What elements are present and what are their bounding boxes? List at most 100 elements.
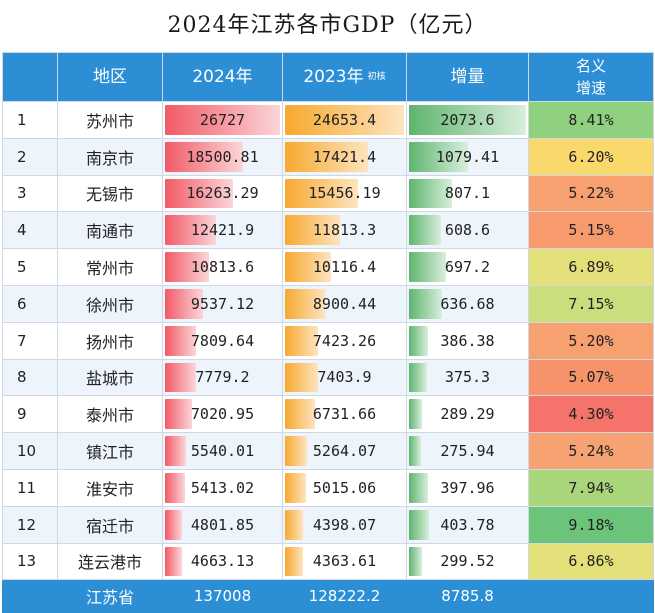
page-title: 2024年江苏各市GDP（亿元） xyxy=(167,13,488,38)
increase-cell-bar xyxy=(409,178,453,209)
gdp-2024-cell: 7779.2 xyxy=(162,358,283,397)
rank-cell: 11 xyxy=(2,468,58,507)
gdp-2024-cell-bar xyxy=(165,436,186,466)
table-row: 3 无锡市 16263.29 15456.19 807.1 5.22% xyxy=(2,174,654,213)
gdp-2024-cell: 18500.81 xyxy=(162,137,283,176)
increase-cell-bar xyxy=(409,215,441,246)
increase-cell-bar xyxy=(409,325,428,356)
rank-cell: 3 xyxy=(2,174,58,213)
gdp-2024-cell-value: 5413.02 xyxy=(190,478,255,497)
gdp-2023-cell-value: 5264.07 xyxy=(312,442,377,461)
growth-cell: 5.24% xyxy=(528,432,654,470)
rank-cell: 4 xyxy=(2,211,58,250)
gdp-2023-cell-bar xyxy=(285,362,318,393)
gdp-2024-cell-bar xyxy=(165,546,182,577)
increase-cell-bar xyxy=(409,252,446,282)
region-cell: 无锡市 xyxy=(57,174,163,213)
table-row: 13 连云港市 4663.13 4363.61 299.52 6.86% xyxy=(2,542,654,581)
gdp-2024-cell: 12421.9 xyxy=(162,211,283,250)
header-rank xyxy=(2,52,58,102)
gdp-2023-cell-bar xyxy=(285,215,340,246)
total-increase: 8785.8 xyxy=(406,579,529,613)
gdp-2023-cell-bar xyxy=(285,546,303,577)
increase-cell: 386.38 xyxy=(406,321,529,360)
header-2024: 2024年 xyxy=(162,52,283,102)
gdp-2024-cell: 7809.64 xyxy=(162,321,283,360)
total-growth xyxy=(528,579,654,613)
increase-cell-value: 1079.41 xyxy=(435,147,500,166)
increase-cell-value: 375.3 xyxy=(444,368,491,387)
increase-cell-value: 2073.6 xyxy=(440,110,495,129)
gdp-2023-cell-bar xyxy=(285,252,332,282)
rank-cell: 6 xyxy=(2,284,58,323)
table-body: 1 苏州市 26727 24653.4 2073.6 8.41% 2 南京市 18500.81 1… xyxy=(2,101,654,581)
rank-cell: 5 xyxy=(2,248,58,286)
gdp-2023-cell: 17421.4 xyxy=(282,137,407,176)
growth-cell: 4.30% xyxy=(528,395,654,434)
growth-cell: 7.94% xyxy=(528,468,654,507)
increase-cell: 697.2 xyxy=(406,248,529,286)
gdp-2023-cell-value: 5015.06 xyxy=(312,478,377,497)
rank-cell: 13 xyxy=(2,542,58,581)
increase-cell: 807.1 xyxy=(406,174,529,213)
gdp-2024-cell-bar xyxy=(165,105,280,135)
gdp-2023-cell: 6731.66 xyxy=(282,395,407,434)
region-cell: 南通市 xyxy=(57,211,163,250)
gdp-2023-cell-bar xyxy=(285,105,404,135)
gdp-2023-cell: 7403.9 xyxy=(282,358,407,397)
gdp-2024-cell-value: 26727 xyxy=(199,110,246,129)
gdp-2023-cell: 4363.61 xyxy=(282,542,407,581)
gdp-2023-cell-value: 6731.66 xyxy=(312,405,377,424)
gdp-2024-cell-value: 7020.95 xyxy=(190,405,255,424)
gdp-2023-cell-bar xyxy=(285,436,308,466)
header-growth-line1: 名义 xyxy=(575,57,606,75)
increase-cell-bar xyxy=(409,399,422,430)
increase-cell: 608.6 xyxy=(406,211,529,250)
gdp-2023-cell-bar xyxy=(285,325,319,356)
increase-cell: 275.94 xyxy=(406,432,529,470)
table-row: 6 徐州市 9537.12 8900.44 636.68 7.15% xyxy=(2,284,654,323)
gdp-2024-cell: 7020.95 xyxy=(162,395,283,434)
gdp-2023-cell: 15456.19 xyxy=(282,174,407,213)
rank-cell: 7 xyxy=(2,321,58,360)
gdp-2023-cell-value: 11813.3 xyxy=(312,221,377,240)
table-row: 7 扬州市 7809.64 7423.26 386.38 5.20% xyxy=(2,321,654,360)
region-cell: 苏州市 xyxy=(57,101,163,139)
header-growth: 名义 增速 xyxy=(528,52,654,102)
gdp-2023-cell-value: 15456.19 xyxy=(308,184,381,203)
header-increase: 增量 xyxy=(406,52,529,102)
gdp-2023-cell-bar xyxy=(285,288,326,319)
growth-cell: 9.18% xyxy=(528,505,654,544)
gdp-2023-cell-value: 17421.4 xyxy=(312,147,377,166)
rank-cell: 2 xyxy=(2,137,58,176)
gdp-2024-cell-bar xyxy=(165,178,234,209)
gdp-2023-cell: 10116.4 xyxy=(282,248,407,286)
rank-cell: 1 xyxy=(2,101,58,139)
increase-cell-value: 386.38 xyxy=(440,331,495,350)
increase-cell-bar xyxy=(409,472,429,503)
region-cell: 徐州市 xyxy=(57,284,163,323)
gdp-2024-cell-value: 7779.2 xyxy=(195,368,250,387)
gdp-2023-cell-bar xyxy=(285,178,359,209)
header-2023-label: 2023年 xyxy=(303,67,364,87)
gdp-2023-cell-bar xyxy=(285,141,368,172)
gdp-2023-cell-bar xyxy=(285,399,315,430)
region-cell: 泰州市 xyxy=(57,395,163,434)
increase-cell: 375.3 xyxy=(406,358,529,397)
total-2024: 137008 xyxy=(162,579,283,613)
gdp-2023-cell-value: 10116.4 xyxy=(312,258,377,277)
gdp-2023-cell-value: 4398.07 xyxy=(312,515,377,534)
gdp-2023-cell-value: 24653.4 xyxy=(312,110,377,129)
increase-cell-bar xyxy=(409,509,429,540)
gdp-2024-cell-bar xyxy=(165,141,244,172)
growth-cell: 7.15% xyxy=(528,284,654,323)
rank-cell: 12 xyxy=(2,505,58,544)
total-2023: 128222.2 xyxy=(282,579,407,613)
growth-cell: 6.20% xyxy=(528,137,654,176)
gdp-2023-cell: 8900.44 xyxy=(282,284,407,323)
region-cell: 常州市 xyxy=(57,248,163,286)
gdp-2023-cell-value: 7403.9 xyxy=(317,368,372,387)
gdp-2024-cell-value: 10813.6 xyxy=(190,258,255,277)
gdp-2024-cell: 5540.01 xyxy=(162,432,283,470)
gdp-2023-cell: 7423.26 xyxy=(282,321,407,360)
